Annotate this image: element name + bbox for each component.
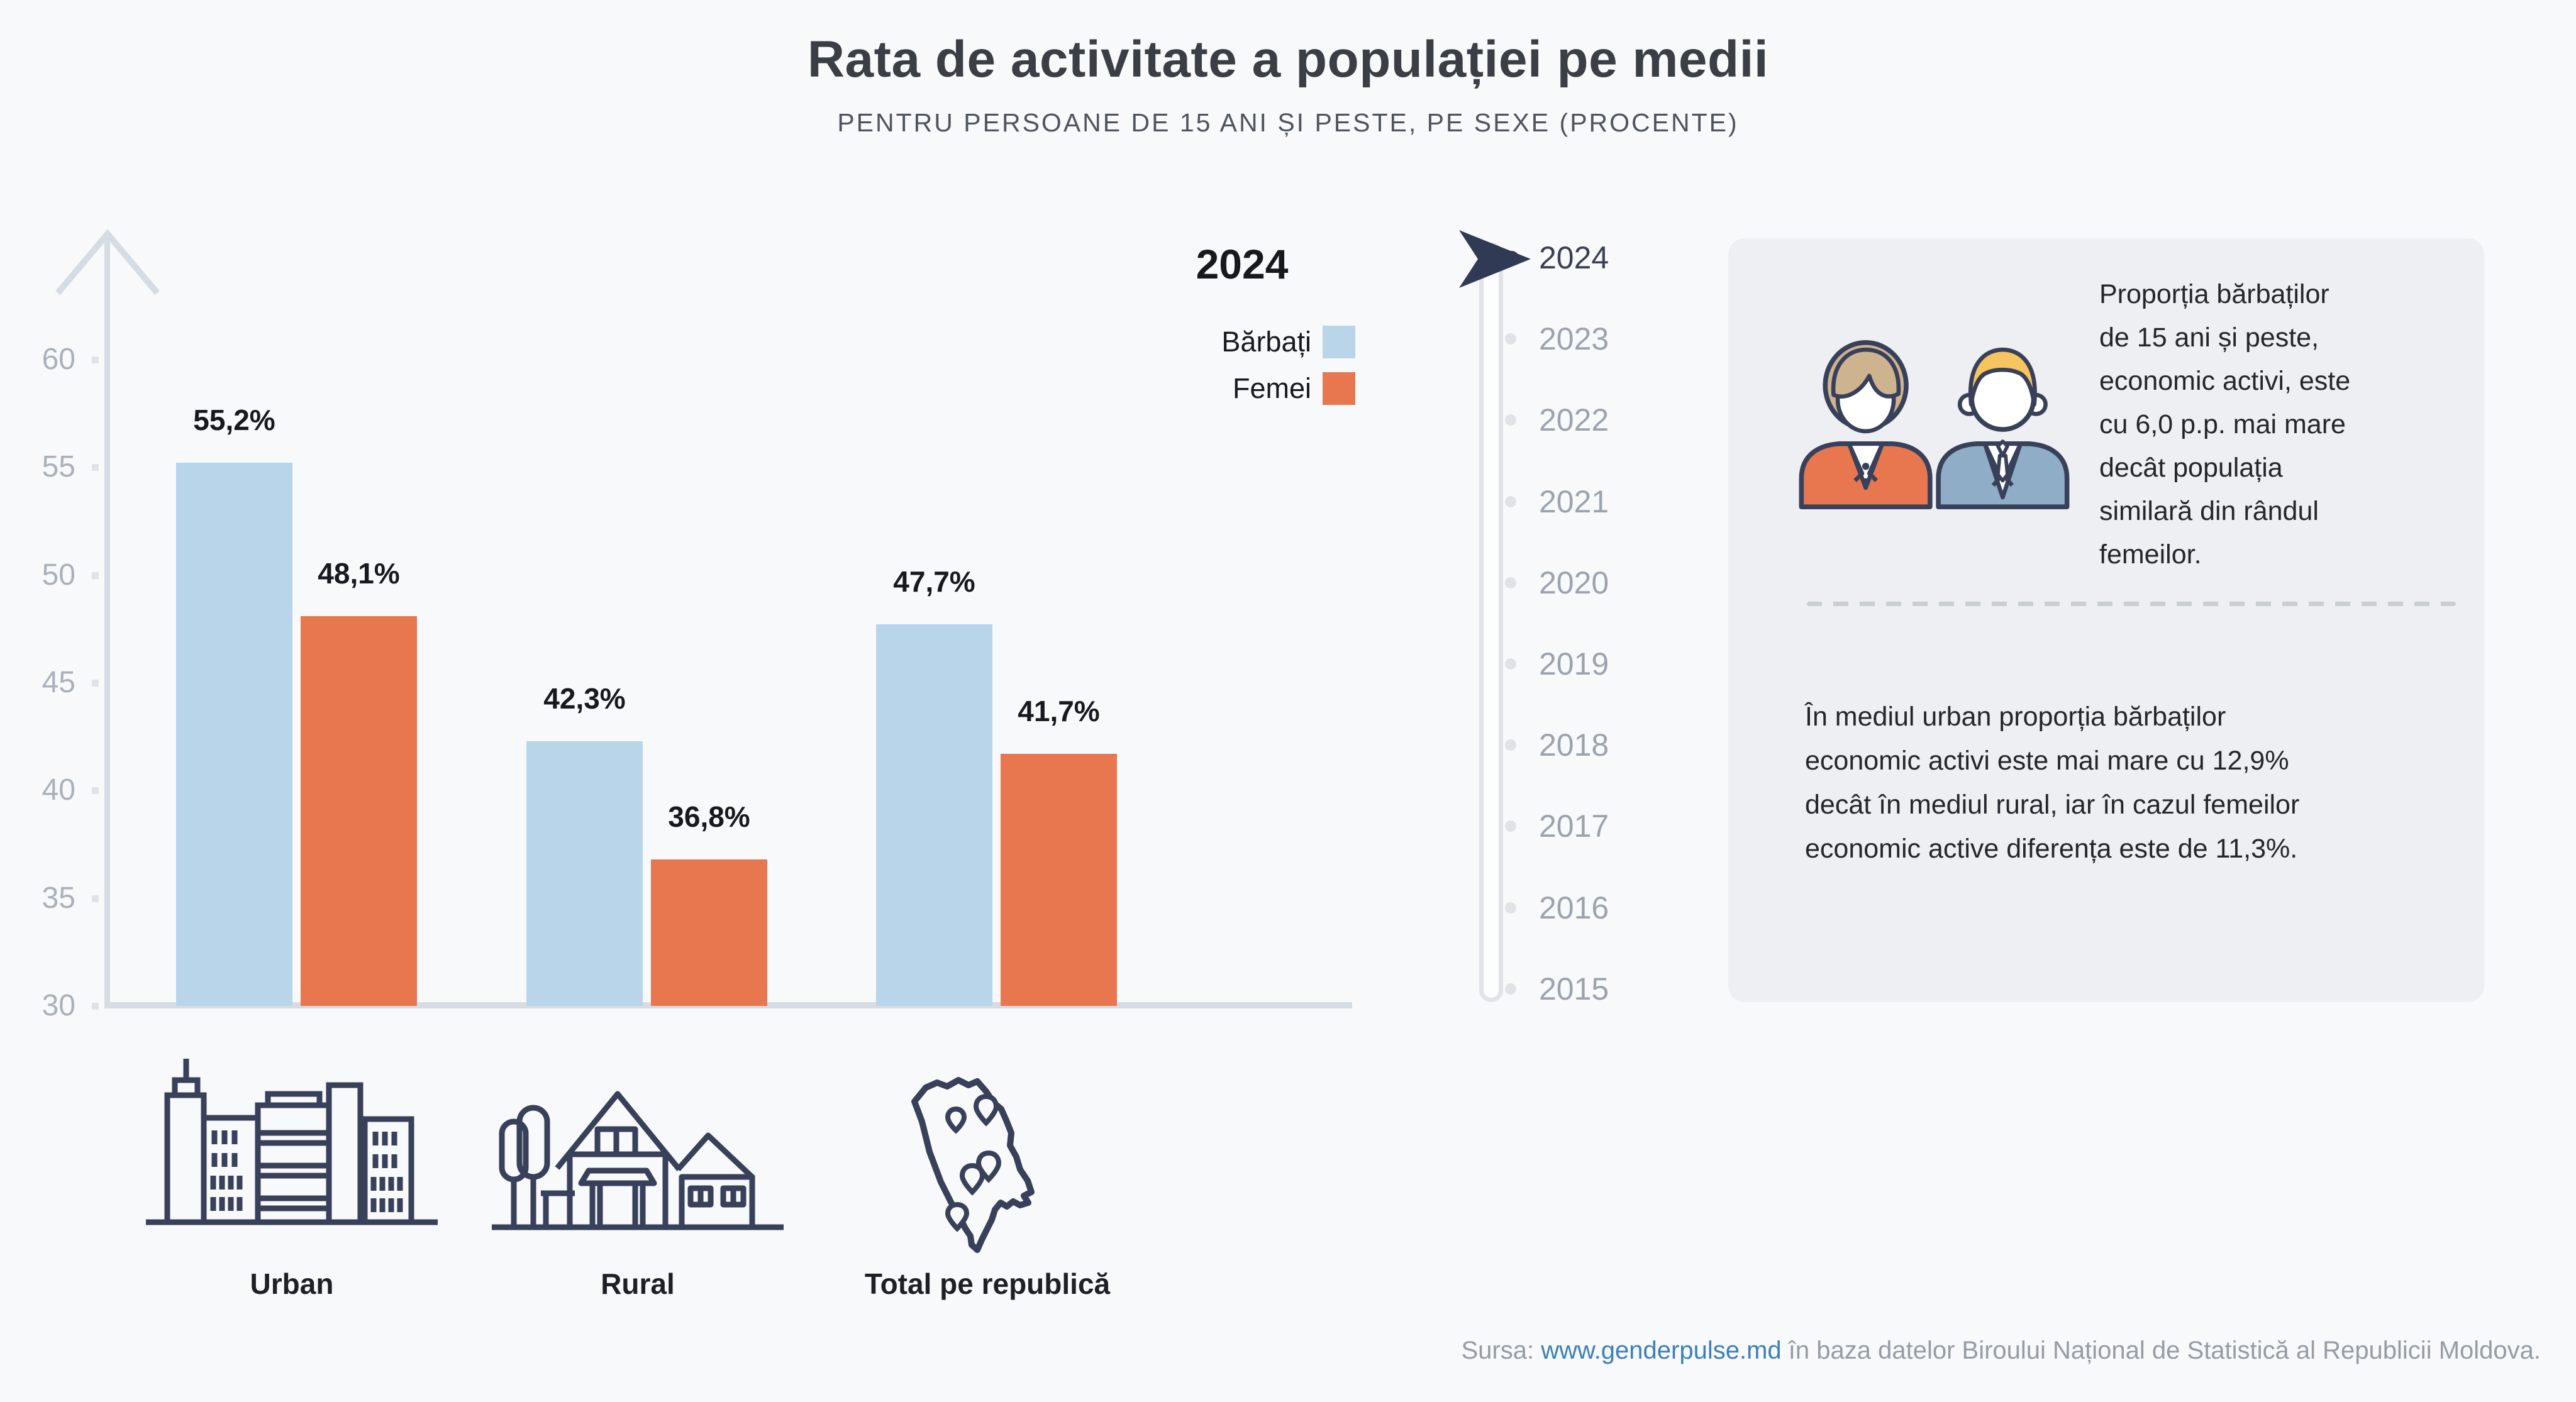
source-prefix: Sursa: bbox=[1461, 1337, 1535, 1364]
village-house-icon bbox=[492, 1091, 784, 1230]
y-axis-tick-label: 60 bbox=[42, 343, 75, 376]
source-line: Sursa: www.genderpulse.md în baza datelo… bbox=[1462, 1337, 2541, 1365]
source-suffix: în baza datelor Biroului Național de Sta… bbox=[1788, 1337, 2541, 1364]
bar-femei-1 bbox=[651, 859, 767, 1006]
page-title: Rata de activitate a populației pe medii bbox=[807, 31, 1769, 88]
city-buildings-icon bbox=[146, 1059, 438, 1225]
y-axis-tick-mark bbox=[92, 571, 99, 579]
timeline-year-2023[interactable]: 2023 bbox=[1539, 321, 1609, 357]
info-text-2: În mediul urban proporția bărbaților eco… bbox=[1805, 702, 2300, 864]
timeline-year-2024[interactable]: 2024 bbox=[1539, 240, 1609, 275]
y-axis-tick-mark bbox=[92, 895, 99, 902]
bar-bărbați-0 bbox=[176, 463, 292, 1006]
category-label-total: Total pe republică bbox=[864, 1267, 1111, 1300]
bar-value-label: 36,8% bbox=[668, 800, 750, 833]
timeline-dot-2015[interactable] bbox=[1505, 983, 1516, 995]
y-axis-tick-mark bbox=[92, 464, 99, 472]
timeline-dot-2021[interactable] bbox=[1505, 495, 1516, 507]
legend-swatch-male-icon bbox=[1323, 326, 1355, 358]
source-link[interactable]: www.genderpulse.md bbox=[1541, 1337, 1782, 1364]
bar-value-label: 47,7% bbox=[893, 565, 975, 599]
bar-femei-2 bbox=[1001, 754, 1117, 1006]
timeline-year-2020[interactable]: 2020 bbox=[1539, 565, 1609, 600]
timeline-dot-2017[interactable] bbox=[1505, 820, 1516, 832]
y-axis-tick-mark bbox=[92, 787, 99, 795]
bar-value-label: 41,7% bbox=[1018, 695, 1100, 728]
legend-label-femei: Femei bbox=[1232, 372, 1311, 404]
y-axis-tick-mark bbox=[92, 1003, 99, 1010]
timeline-dot-2023[interactable] bbox=[1505, 333, 1516, 345]
y-axis-tick-label: 45 bbox=[42, 666, 75, 699]
bar-value-label: 55,2% bbox=[193, 404, 275, 437]
info-panel: Proporția bărbaților de 15 ani și peste,… bbox=[1728, 238, 2484, 1002]
y-axis-tick-label: 30 bbox=[42, 989, 75, 1022]
y-axis-tick-mark bbox=[92, 356, 99, 363]
legend-swatch-female-icon bbox=[1323, 372, 1355, 405]
page-subtitle: PENTRU PERSOANE DE 15 ANI ȘI PESTE, PE S… bbox=[837, 108, 1739, 137]
timeline-year-2016[interactable]: 2016 bbox=[1539, 890, 1609, 925]
y-axis-tick-mark bbox=[92, 680, 99, 687]
timeline-year-2019[interactable]: 2019 bbox=[1539, 646, 1609, 682]
moldova-map-icon bbox=[911, 1077, 1035, 1253]
timeline-dot-2019[interactable] bbox=[1505, 658, 1516, 670]
bar-femei-0 bbox=[301, 615, 417, 1006]
timeline-dot-2016[interactable] bbox=[1505, 902, 1516, 914]
timeline-dot-2020[interactable] bbox=[1505, 577, 1516, 588]
timeline-track[interactable] bbox=[1479, 243, 1503, 1002]
dashed-divider bbox=[1807, 602, 2456, 606]
bar-bărbați-1 bbox=[526, 741, 643, 1006]
timeline-year-2021[interactable]: 2021 bbox=[1539, 483, 1609, 519]
timeline-dot-2018[interactable] bbox=[1505, 739, 1516, 751]
y-axis-tick-label: 40 bbox=[42, 773, 75, 807]
y-axis-line bbox=[104, 234, 110, 1006]
bar-value-label: 42,3% bbox=[543, 682, 626, 715]
info-text-1: Proporția bărbaților de 15 ani și peste,… bbox=[2099, 279, 2351, 570]
legend-item-barbati[interactable]: Bărbați bbox=[1069, 326, 1355, 358]
timeline-dot-2024[interactable] bbox=[1504, 251, 1519, 264]
timeline-year-2022[interactable]: 2022 bbox=[1539, 402, 1609, 438]
timeline-year-2017[interactable]: 2017 bbox=[1539, 809, 1609, 844]
timeline-year-2015[interactable]: 2015 bbox=[1539, 971, 1609, 1007]
timeline-arrow-icon[interactable] bbox=[1459, 230, 1532, 289]
bar-bărbați-2 bbox=[876, 624, 992, 1006]
timeline-year-2018[interactable]: 2018 bbox=[1539, 727, 1609, 763]
bar-value-label: 48,1% bbox=[318, 556, 400, 590]
legend-item-femei[interactable]: Femei bbox=[1069, 372, 1355, 405]
category-label-rural: Rural bbox=[601, 1267, 675, 1300]
man-woman-icon bbox=[1799, 340, 2070, 509]
legend-year: 2024 bbox=[1196, 241, 1289, 287]
y-axis-tick-label: 50 bbox=[42, 558, 75, 592]
legend-label-barbati: Bărbați bbox=[1221, 326, 1311, 358]
y-axis-tick-label: 55 bbox=[42, 450, 75, 484]
y-axis-tick-label: 35 bbox=[42, 881, 75, 915]
timeline-dot-2022[interactable] bbox=[1505, 414, 1516, 426]
category-label-urban: Urban bbox=[250, 1267, 334, 1300]
